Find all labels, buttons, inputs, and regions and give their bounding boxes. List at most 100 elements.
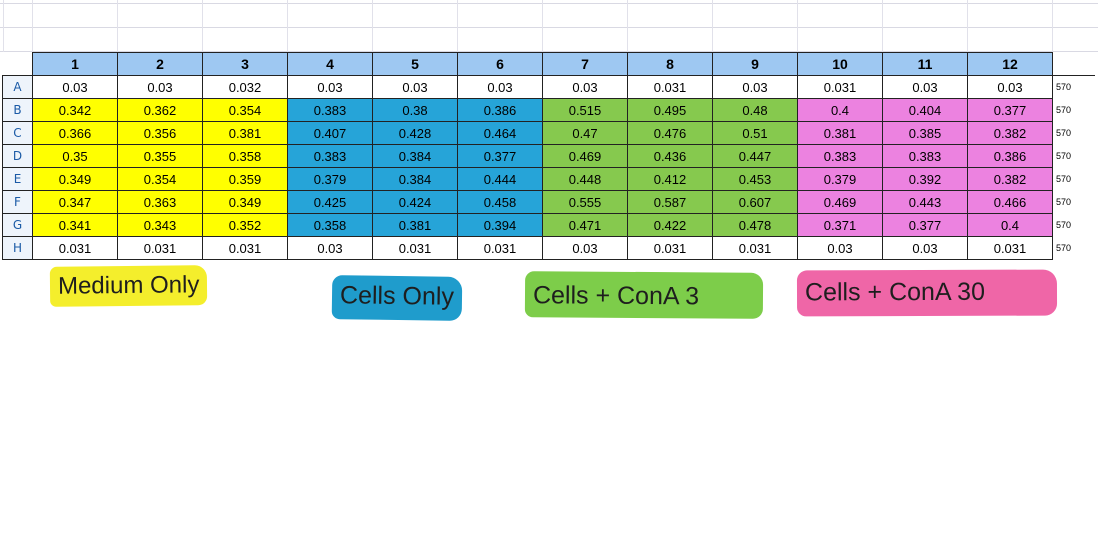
- well-c1[interactable]: 0.366: [32, 121, 118, 145]
- well-f5[interactable]: 0.424: [372, 190, 458, 214]
- well-c12[interactable]: 0.382: [967, 121, 1053, 145]
- well-f7[interactable]: 0.555: [542, 190, 628, 214]
- well-f9[interactable]: 0.607: [712, 190, 798, 214]
- well-h4[interactable]: 0.03: [287, 236, 373, 260]
- well-f8[interactable]: 0.587: [627, 190, 713, 214]
- row-header-f: F: [2, 190, 33, 214]
- well-a7[interactable]: 0.03: [542, 75, 628, 99]
- well-h7[interactable]: 0.03: [542, 236, 628, 260]
- well-e5[interactable]: 0.384: [372, 167, 458, 191]
- well-c2[interactable]: 0.356: [117, 121, 203, 145]
- well-g9[interactable]: 0.478: [712, 213, 798, 237]
- well-h8[interactable]: 0.031: [627, 236, 713, 260]
- well-g8[interactable]: 0.422: [627, 213, 713, 237]
- well-c11[interactable]: 0.385: [882, 121, 968, 145]
- well-a6[interactable]: 0.03: [457, 75, 543, 99]
- well-b12[interactable]: 0.377: [967, 98, 1053, 122]
- well-g10[interactable]: 0.371: [797, 213, 883, 237]
- well-b1[interactable]: 0.342: [32, 98, 118, 122]
- well-d6[interactable]: 0.377: [457, 144, 543, 168]
- well-g3[interactable]: 0.352: [202, 213, 288, 237]
- well-e10[interactable]: 0.379: [797, 167, 883, 191]
- well-b7[interactable]: 0.515: [542, 98, 628, 122]
- well-a11[interactable]: 0.03: [882, 75, 968, 99]
- well-e2[interactable]: 0.354: [117, 167, 203, 191]
- well-c4[interactable]: 0.407: [287, 121, 373, 145]
- well-d3[interactable]: 0.358: [202, 144, 288, 168]
- well-g12[interactable]: 0.4: [967, 213, 1053, 237]
- well-d9[interactable]: 0.447: [712, 144, 798, 168]
- well-g7[interactable]: 0.471: [542, 213, 628, 237]
- well-h6[interactable]: 0.031: [457, 236, 543, 260]
- well-h5[interactable]: 0.031: [372, 236, 458, 260]
- well-c3[interactable]: 0.381: [202, 121, 288, 145]
- well-e12[interactable]: 0.382: [967, 167, 1053, 191]
- well-e1[interactable]: 0.349: [32, 167, 118, 191]
- well-c8[interactable]: 0.476: [627, 121, 713, 145]
- well-h9[interactable]: 0.031: [712, 236, 798, 260]
- well-d5[interactable]: 0.384: [372, 144, 458, 168]
- well-d12[interactable]: 0.386: [967, 144, 1053, 168]
- well-e6[interactable]: 0.444: [457, 167, 543, 191]
- well-f11[interactable]: 0.443: [882, 190, 968, 214]
- well-b10[interactable]: 0.4: [797, 98, 883, 122]
- well-b2[interactable]: 0.362: [117, 98, 203, 122]
- well-d7[interactable]: 0.469: [542, 144, 628, 168]
- well-h11[interactable]: 0.03: [882, 236, 968, 260]
- well-a4[interactable]: 0.03: [287, 75, 373, 99]
- table-row: C 0.366 0.356 0.381 0.407 0.428 0.464 0.47 0.476…: [2, 121, 1095, 145]
- well-f6[interactable]: 0.458: [457, 190, 543, 214]
- well-d11[interactable]: 0.383: [882, 144, 968, 168]
- well-b5[interactable]: 0.38: [372, 98, 458, 122]
- well-e9[interactable]: 0.453: [712, 167, 798, 191]
- well-d8[interactable]: 0.436: [627, 144, 713, 168]
- well-f12[interactable]: 0.466: [967, 190, 1053, 214]
- well-b3[interactable]: 0.354: [202, 98, 288, 122]
- well-e7[interactable]: 0.448: [542, 167, 628, 191]
- well-g5[interactable]: 0.381: [372, 213, 458, 237]
- well-g4[interactable]: 0.358: [287, 213, 373, 237]
- well-g1[interactable]: 0.341: [32, 213, 118, 237]
- well-e8[interactable]: 0.412: [627, 167, 713, 191]
- well-g2[interactable]: 0.343: [117, 213, 203, 237]
- well-c6[interactable]: 0.464: [457, 121, 543, 145]
- well-c9[interactable]: 0.51: [712, 121, 798, 145]
- well-g6[interactable]: 0.394: [457, 213, 543, 237]
- well-g11[interactable]: 0.377: [882, 213, 968, 237]
- well-c10[interactable]: 0.381: [797, 121, 883, 145]
- row-header-b: B: [2, 98, 33, 122]
- well-d2[interactable]: 0.355: [117, 144, 203, 168]
- well-e4[interactable]: 0.379: [287, 167, 373, 191]
- well-a10[interactable]: 0.031: [797, 75, 883, 99]
- well-f3[interactable]: 0.349: [202, 190, 288, 214]
- well-f4[interactable]: 0.425: [287, 190, 373, 214]
- well-h3[interactable]: 0.031: [202, 236, 288, 260]
- well-a3[interactable]: 0.032: [202, 75, 288, 99]
- well-d1[interactable]: 0.35: [32, 144, 118, 168]
- well-b8[interactable]: 0.495: [627, 98, 713, 122]
- well-a1[interactable]: 0.03: [32, 75, 118, 99]
- well-h12[interactable]: 0.031: [967, 236, 1053, 260]
- well-h10[interactable]: 0.03: [797, 236, 883, 260]
- well-a5[interactable]: 0.03: [372, 75, 458, 99]
- column-header-3: 3: [202, 52, 288, 76]
- well-a9[interactable]: 0.03: [712, 75, 798, 99]
- well-d10[interactable]: 0.383: [797, 144, 883, 168]
- well-b4[interactable]: 0.383: [287, 98, 373, 122]
- well-e11[interactable]: 0.392: [882, 167, 968, 191]
- well-f2[interactable]: 0.363: [117, 190, 203, 214]
- well-a8[interactable]: 0.031: [627, 75, 713, 99]
- well-c7[interactable]: 0.47: [542, 121, 628, 145]
- well-f1[interactable]: 0.347: [32, 190, 118, 214]
- well-b9[interactable]: 0.48: [712, 98, 798, 122]
- well-e3[interactable]: 0.359: [202, 167, 288, 191]
- well-h2[interactable]: 0.031: [117, 236, 203, 260]
- well-a12[interactable]: 0.03: [967, 75, 1053, 99]
- well-c5[interactable]: 0.428: [372, 121, 458, 145]
- well-b6[interactable]: 0.386: [457, 98, 543, 122]
- well-a2[interactable]: 0.03: [117, 75, 203, 99]
- well-b11[interactable]: 0.404: [882, 98, 968, 122]
- well-f10[interactable]: 0.469: [797, 190, 883, 214]
- well-h1[interactable]: 0.031: [32, 236, 118, 260]
- well-d4[interactable]: 0.383: [287, 144, 373, 168]
